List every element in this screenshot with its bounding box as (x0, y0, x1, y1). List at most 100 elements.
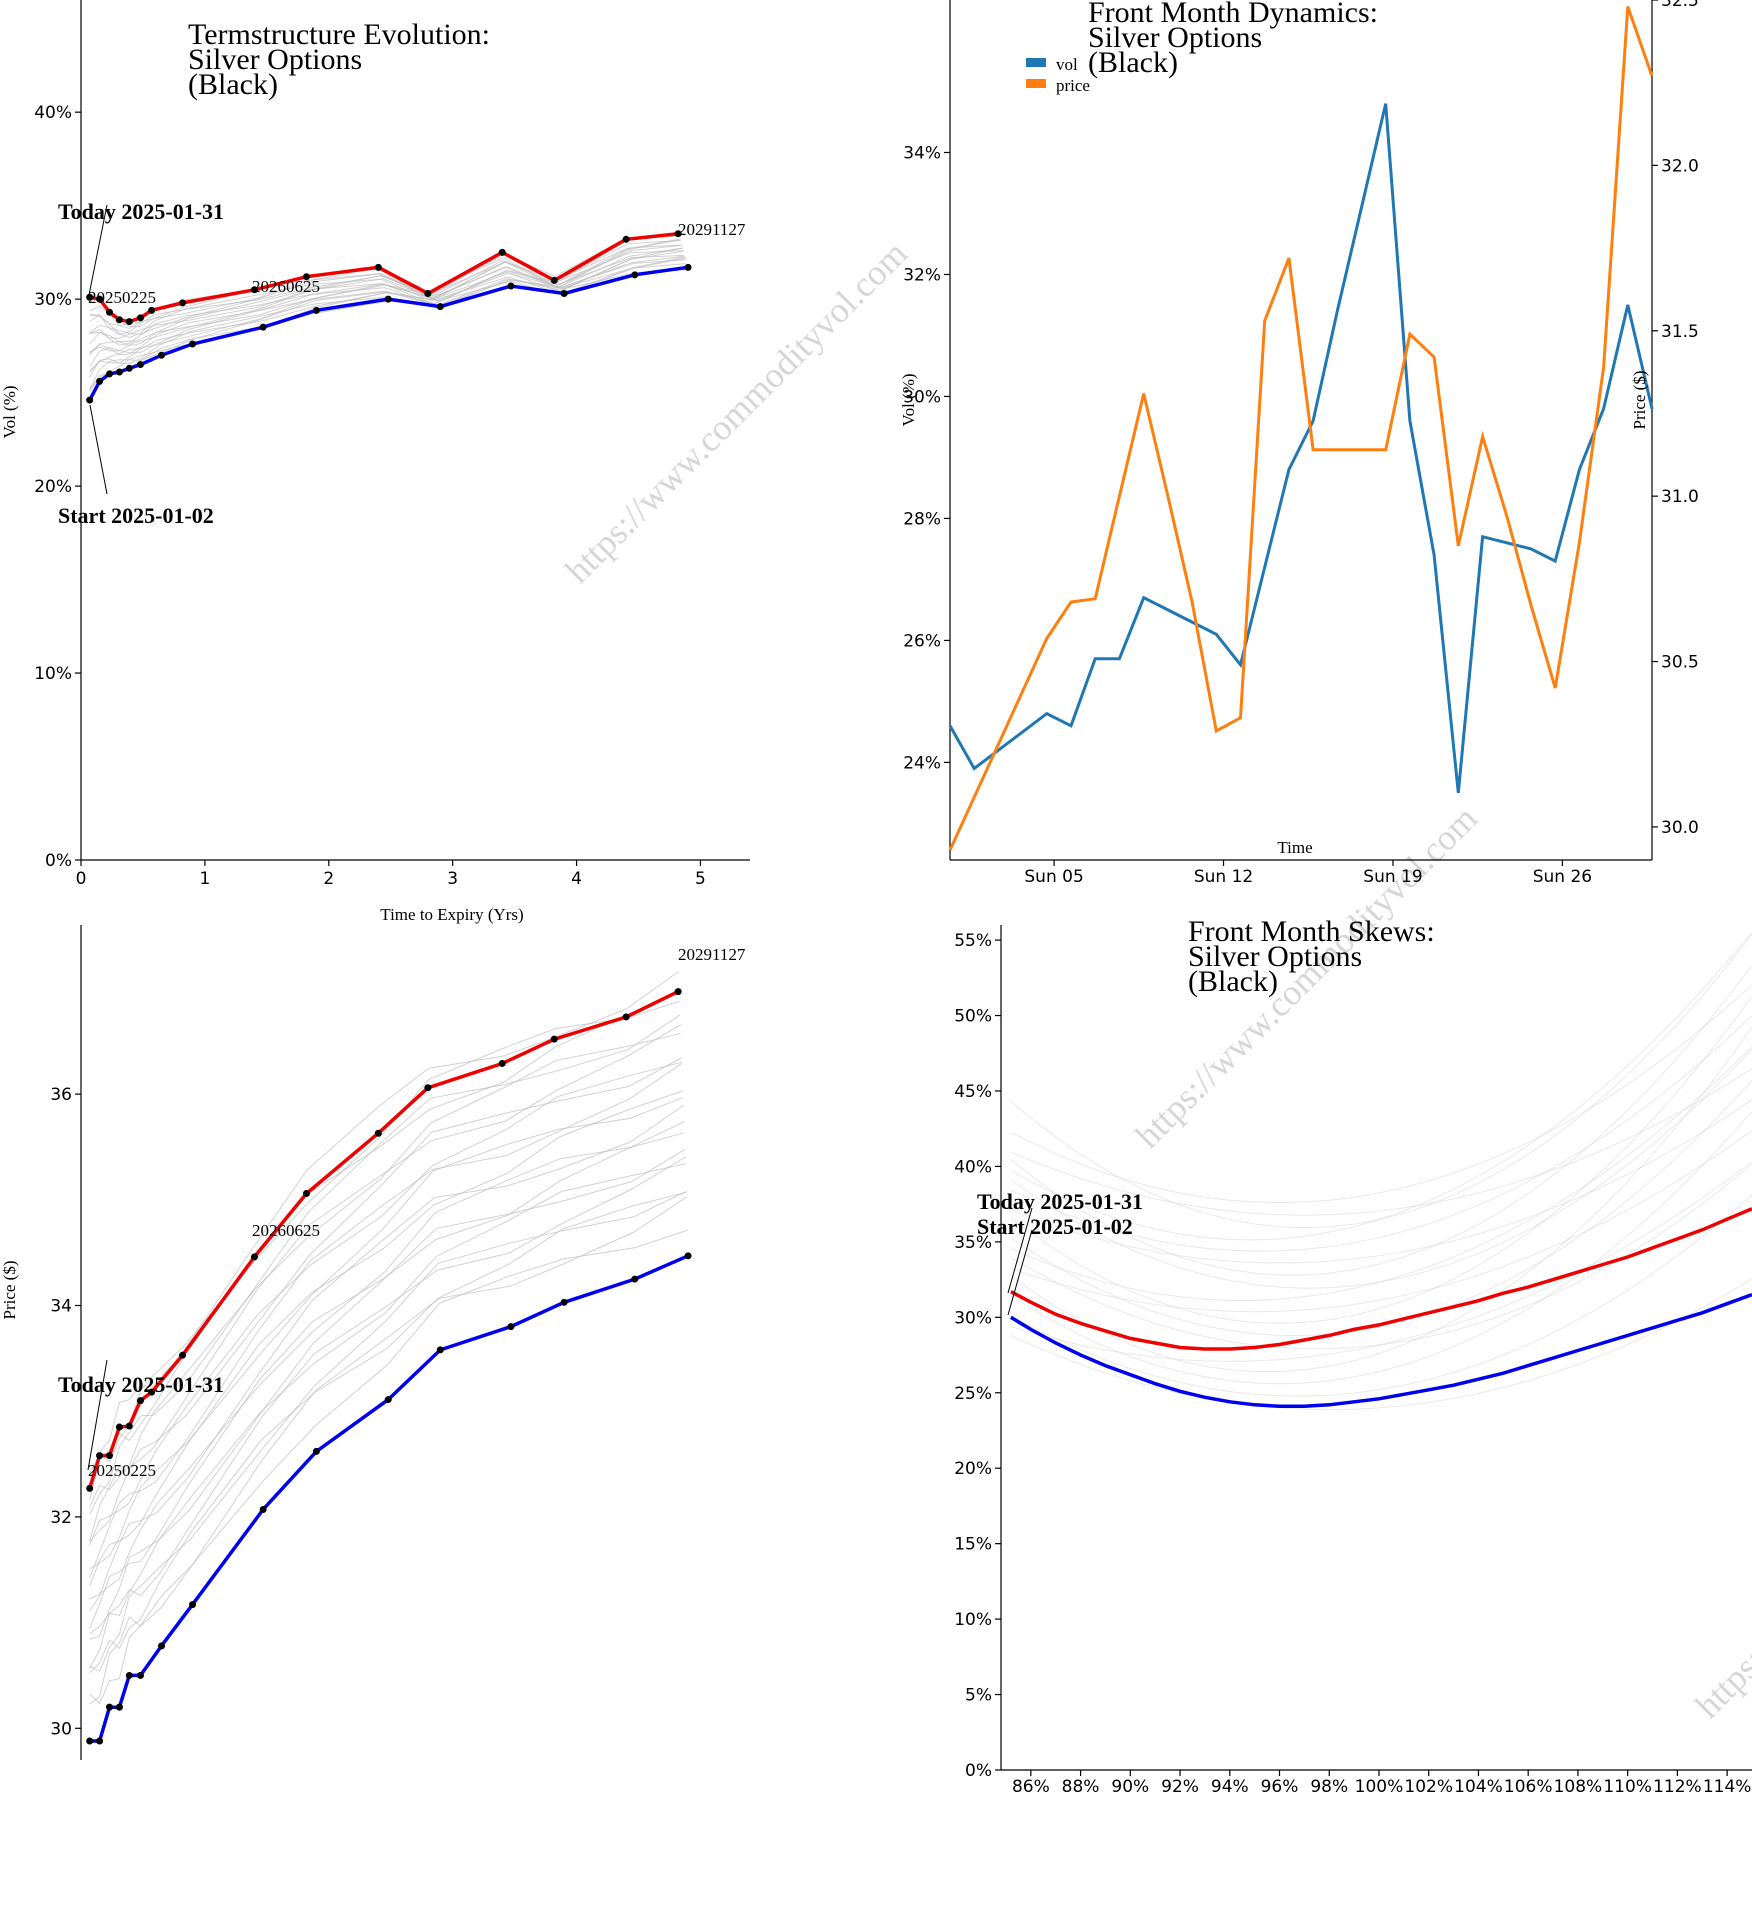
chart3-contract-label-1: 20250225 (88, 1461, 156, 1480)
watermarks: https://www.commodityvol.com https://www… (557, 233, 1752, 1726)
chart3-history-curve (89, 1032, 681, 1508)
chart1-history-curve (89, 255, 684, 353)
chart3-today-point (498, 1059, 506, 1067)
chart3-history-curve (89, 1061, 682, 1545)
chart3-history-curve (89, 1156, 687, 1669)
chart1-start-point (86, 396, 94, 404)
chart3-contract-label-2: 20260625 (252, 1221, 320, 1240)
chart4-history-skew (1010, 931, 1752, 1241)
chart1-title-line1: Termstructure Evolution: (188, 18, 490, 51)
chart1-start-point (384, 295, 392, 303)
chart4-y-tick-label: 50% (954, 1007, 992, 1027)
chart4-x-tick-label: 98% (1310, 1777, 1348, 1797)
chart2-y-tick-label: 24% (903, 753, 941, 773)
chart4-history-skew (1010, 1015, 1752, 1252)
chart2-title-line1: Front Month Dynamics: (1088, 0, 1378, 29)
chart4-x-tick-label: 86% (1012, 1777, 1050, 1797)
chart3-today-point (96, 1452, 104, 1460)
front-month-dynamics-chart: Front Month Dynamics: Silver Options (Bl… (899, 0, 1699, 887)
chart3-history-curve (89, 1229, 688, 1705)
chart1-today-pointer (87, 204, 108, 301)
chart3-y-axis-label: Price ($) (0, 1260, 19, 1319)
chart2-y-right-tick-label: 31.5 (1661, 322, 1699, 342)
chart4-y-tick-label: 35% (954, 1233, 992, 1253)
chart4-history-skew (1010, 934, 1752, 1229)
chart1-y-tick-label: 0% (45, 851, 72, 871)
chart1-title-line3: (Black) (188, 68, 278, 101)
chart1-start-point (312, 306, 320, 314)
chart1-history-curve (89, 256, 686, 373)
chart3-y-tick-label: 34 (50, 1297, 72, 1317)
chart4-y-tick-label: 10% (954, 1610, 992, 1630)
chart1-y-tick-label: 40% (34, 103, 72, 123)
chart4-history-skew (1010, 1163, 1752, 1350)
chart1-x-tick-label: 5 (695, 869, 706, 889)
chart4-history-skews (1010, 931, 1752, 1411)
chart1-history-curve (89, 240, 681, 339)
chart1-contract-label-3: 20291127 (678, 220, 746, 239)
watermark-3: https://www.commodityvol.com (1687, 1368, 1752, 1726)
chart3-start-point (158, 1642, 166, 1650)
chart3-today-point (179, 1351, 187, 1359)
chart2-x-tick-label: Sun 26 (1533, 867, 1592, 887)
chart1-start-point (259, 323, 267, 331)
chart4-today-annotation: Today 2025-01-31 (977, 1189, 1143, 1214)
chart4-history-skew (1010, 1048, 1752, 1289)
chart4-history-skew (1010, 965, 1752, 1276)
chart4-y-tick-label: 25% (954, 1384, 992, 1404)
chart2-price-line (948, 6, 1654, 851)
chart3-start-point (631, 1275, 639, 1283)
chart4-x-tick-label: 90% (1111, 1777, 1149, 1797)
chart4-start-pointer (1007, 1229, 1033, 1316)
chart3-history-curve (89, 1105, 684, 1611)
chart3-today-pointer (87, 1359, 108, 1471)
chart2-y-right-tick-label: 31.0 (1661, 487, 1699, 507)
chart3-start-point (96, 1737, 104, 1745)
front-month-skews-chart: Front Month Skews: Silver Options (Black… (954, 915, 1752, 1797)
chart1-today-point (550, 276, 558, 284)
chart4-x-tick-label: 100% (1355, 1777, 1404, 1797)
chart3-axes: 30 32 34 36 (50, 925, 82, 1760)
chart3-history-curve (89, 1097, 683, 1570)
chart3-start-point (507, 1323, 515, 1331)
chart3-start-point (189, 1601, 196, 1609)
chart4-y-tick-label: 40% (954, 1157, 992, 1177)
chart3-history-curve (89, 1148, 686, 1640)
chart4-title-line3: (Black) (1188, 965, 1278, 998)
chart3-today-point (622, 1013, 630, 1021)
chart3-start-point (115, 1703, 123, 1711)
chart2-title-line2: Silver Options (1088, 21, 1262, 54)
chart3-contract-label-3: 20291127 (678, 945, 746, 964)
chart1-today-point (374, 263, 382, 271)
chart4-title-line2: Silver Options (1188, 940, 1362, 973)
chart3-history-curve (89, 1062, 683, 1579)
chart3-history-curve (89, 1191, 687, 1673)
chart3-today-point (148, 1388, 156, 1396)
chart4-today-line (1010, 1207, 1752, 1351)
chart1-title-line2: Silver Options (188, 43, 362, 76)
chart4-title-line1: Front Month Skews: (1188, 915, 1435, 948)
chart3-start-point (105, 1703, 113, 1711)
chart3-history-curve (89, 971, 679, 1486)
chart1-history-curve (89, 247, 682, 339)
chart3-history-curve (89, 1121, 685, 1629)
chart3-start-point (86, 1737, 94, 1745)
chart1-today-point (125, 318, 133, 326)
chart1-today-annotation: Today 2025-01-31 (58, 199, 224, 224)
chart3-history-curves (89, 971, 688, 1705)
chart3-history-curve (89, 1024, 682, 1541)
chart1-start-point (158, 351, 166, 359)
chart1-start-line (88, 265, 689, 401)
chart1-start-point (96, 377, 104, 385)
chart2-y-tick-label: 34% (903, 143, 941, 163)
legend-label-price: price (1056, 76, 1090, 95)
chart2-x-tick-label: Sun 19 (1363, 867, 1422, 887)
chart3-today-point (674, 988, 682, 996)
chart1-start-point (115, 368, 123, 376)
chart4-y-tick-label: 45% (954, 1082, 992, 1102)
chart4-x-tick-label: 110% (1603, 1777, 1652, 1797)
chart3-history-curve (89, 1196, 688, 1705)
chart4-history-skew (1010, 1027, 1752, 1373)
chart1-x-tick-label: 1 (199, 869, 210, 889)
chart1-today-point (179, 299, 187, 307)
